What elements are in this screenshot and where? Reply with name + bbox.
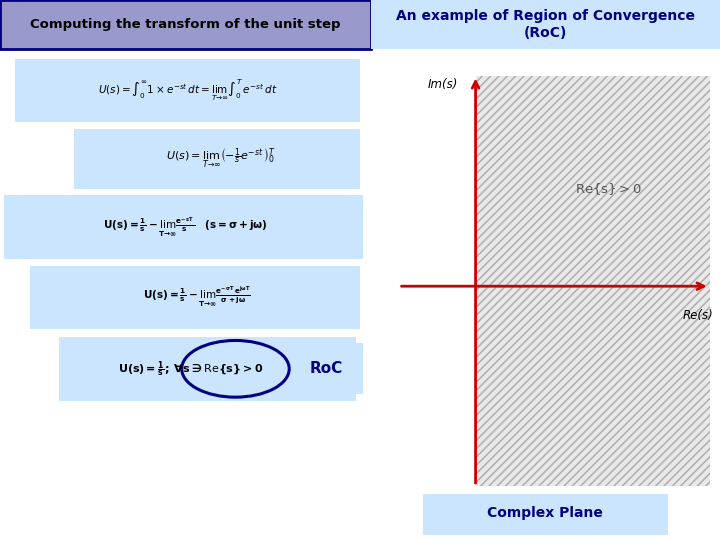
Text: Complex Plane: Complex Plane xyxy=(487,506,603,520)
Text: $\mathbf{U(s) = \frac{1}{s} - \lim_{T \to \infty} \frac{e^{-sT}}{s} \quad (s = \: $\mathbf{U(s) = \frac{1}{s} - \lim_{T \t… xyxy=(103,215,268,239)
FancyBboxPatch shape xyxy=(371,0,720,49)
Bar xyxy=(475,76,709,486)
Text: An example of Region of Convergence
(RoC): An example of Region of Convergence (RoC… xyxy=(396,9,695,40)
FancyBboxPatch shape xyxy=(300,343,364,394)
Text: Im(s): Im(s) xyxy=(428,78,458,91)
Text: Computing the transform of the unit step: Computing the transform of the unit step xyxy=(30,18,341,31)
Text: RoC: RoC xyxy=(310,361,343,376)
Text: $U(s) = \int_0^{\infty} 1 \times e^{-st}\,dt = \lim_{T \to \infty} \int_0^{T} e^: $U(s) = \int_0^{\infty} 1 \times e^{-st}… xyxy=(97,77,277,103)
FancyBboxPatch shape xyxy=(74,129,360,189)
Text: Re(s): Re(s) xyxy=(683,309,713,322)
FancyBboxPatch shape xyxy=(15,59,360,122)
FancyBboxPatch shape xyxy=(4,195,364,259)
FancyBboxPatch shape xyxy=(423,494,667,535)
Text: $\mathbf{U(s) = \frac{1}{s} - \lim_{T \to \infty} \frac{e^{-\sigma T}e^{j\omega : $\mathbf{U(s) = \frac{1}{s} - \lim_{T \t… xyxy=(143,286,251,309)
FancyBboxPatch shape xyxy=(0,0,371,49)
FancyBboxPatch shape xyxy=(59,337,356,401)
Text: $U(s) = \lim_{T \to \infty} \left(-\frac{1}{s}e^{-st}\right)_0^T$: $U(s) = \lim_{T \to \infty} \left(-\frac… xyxy=(166,147,276,171)
Text: $\mathrm{Re\{s\} > 0}$: $\mathrm{Re\{s\} > 0}$ xyxy=(575,181,642,197)
FancyBboxPatch shape xyxy=(30,266,360,329)
Text: $\mathbf{U(s) = \frac{1}{s};\; \forall s \ni \mathrm{Re}\{s\} > 0}$: $\mathbf{U(s) = \frac{1}{s};\; \forall s… xyxy=(118,359,264,379)
